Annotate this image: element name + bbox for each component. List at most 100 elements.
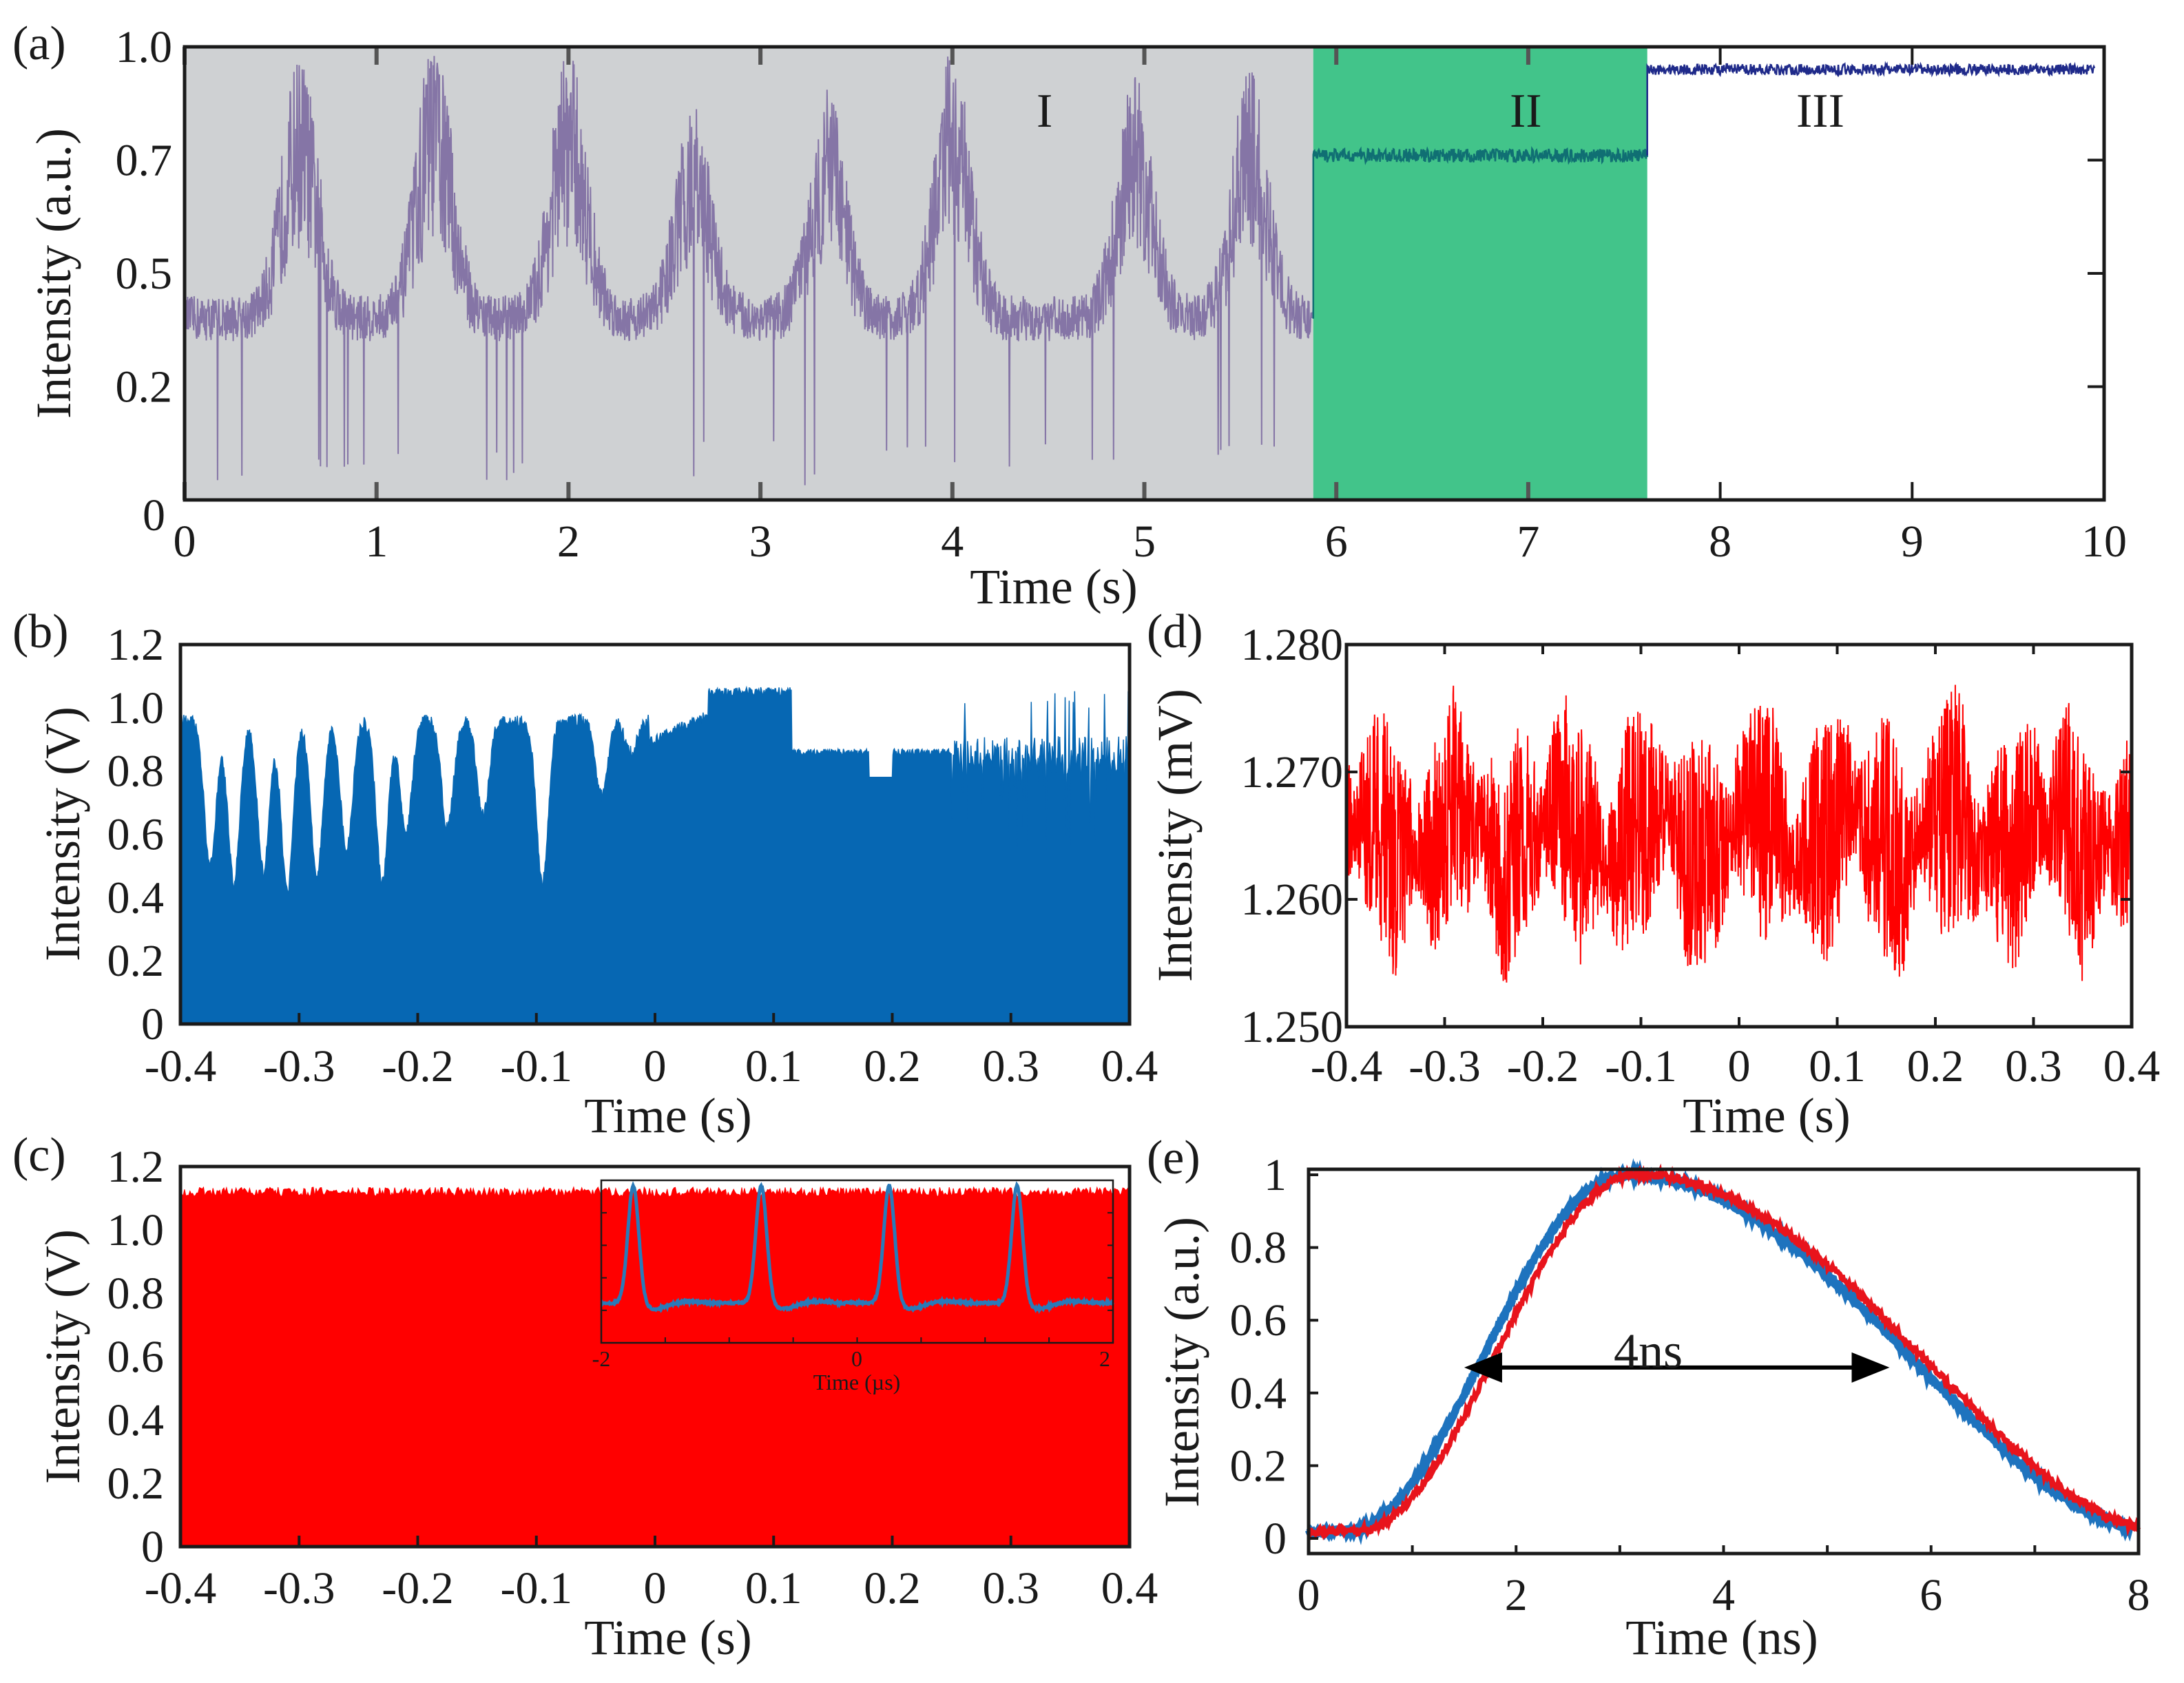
panel-d-x-tick-label: 0.4 — [2103, 1041, 2161, 1091]
panel-b-x-tick-label: 0.1 — [745, 1041, 802, 1091]
inset-ticks — [601, 1212, 1114, 1343]
panel-a-x-tick-label: 5 — [1133, 516, 1156, 567]
panel-b-y-tick-label: 0.6 — [107, 810, 165, 860]
panel-a-x-tick-label: 4 — [941, 516, 964, 567]
panel-b-y-tick-label: 0.8 — [107, 746, 165, 797]
panel-c-y-tick-label: 1.2 — [107, 1142, 165, 1192]
region-II-trace — [1312, 146, 1648, 319]
panel-c-y-tick-label: 0.6 — [107, 1332, 165, 1382]
panel-d-x-tick-label: -0.2 — [1507, 1041, 1579, 1091]
panel-b-x-tick-labels: -0.4 -0.3 -0.2 -0.1 0 0.1 0.2 0.3 0.4 — [145, 1041, 1158, 1091]
width-arrow — [1464, 1352, 1890, 1383]
panel-a-x-tick-label: 1 — [365, 516, 388, 567]
panel-d-y-axis-label: Intensity (mV) — [1147, 689, 1203, 982]
region-II-background — [1313, 47, 1647, 500]
panel-e-x-tick-label: 0 — [1298, 1570, 1320, 1620]
region-III-trace — [1646, 61, 2096, 156]
panel-b: -0.4 -0.3 -0.2 -0.1 0 0.1 0.2 0.3 0.4 0 0.2 0.4 0.6… — [12, 605, 1158, 1143]
region-III-label: III — [1796, 85, 1844, 138]
panel-e-x-tick-label: 6 — [1920, 1570, 1942, 1620]
panel-e-fit-trace — [1304, 1158, 2136, 1545]
panel-a-x-tick-label: 10 — [2081, 516, 2127, 567]
inset-x-axis-label: Time (µs) — [813, 1370, 901, 1394]
panel-e-y-tick-label: 0 — [1264, 1514, 1287, 1564]
panel-c-x-tick-label: -0.3 — [263, 1563, 335, 1613]
panel-d-ticks — [1345, 643, 2133, 1028]
panel-d-x-tick-label: 0.3 — [2005, 1041, 2062, 1091]
panel-a-x-tick-label: 9 — [1901, 516, 1924, 567]
panel-e-y-tick-label: 0.2 — [1230, 1441, 1287, 1491]
panel-a-x-tick-label: 6 — [1325, 516, 1348, 567]
panel-e-x-tick-label: 2 — [1505, 1570, 1528, 1620]
panel-a-y-tick-label: 0.7 — [116, 136, 173, 186]
panel-c-y-tick-label: 0 — [141, 1522, 164, 1572]
panel-b-area-trace — [180, 685, 1130, 1025]
panel-a-x-tick-label: 0 — [174, 516, 196, 567]
panel-e-x-tick-labels: 0 2 4 6 8 — [1298, 1570, 2150, 1620]
panel-d-x-tick-labels: -0.4 -0.3 -0.2 -0.1 0 0.1 0.2 0.3 0.4 — [1311, 1041, 2160, 1091]
panel-a-y-tick-label: 1.0 — [116, 22, 173, 72]
panel-d-y-tick-label: 1.270 — [1241, 747, 1344, 797]
panel-b-label: (b) — [12, 605, 69, 658]
panel-c: -0.4 -0.3 -0.2 -0.1 0 0.1 0.2 0.3 0.4 0 0.2 0.4 0.6… — [12, 1129, 1158, 1665]
panel-b-x-tick-label: 0.4 — [1101, 1041, 1158, 1091]
panel-c-x-axis-label: Time (s) — [584, 1610, 751, 1665]
panel-c-label: (c) — [12, 1129, 66, 1182]
panel-d-x-tick-label: -0.3 — [1408, 1041, 1480, 1091]
panel-d-trace — [1346, 684, 2132, 983]
width-arrow-head-left — [1464, 1352, 1502, 1383]
panel-c-y-tick-label: 1.0 — [107, 1205, 165, 1255]
panel-b-x-tick-label: -0.3 — [263, 1041, 335, 1091]
panel-c-x-tick-label: -0.1 — [501, 1563, 572, 1613]
panel-d: -0.4 -0.3 -0.2 -0.1 0 0.1 0.2 0.3 0.4 1.250 1.260… — [1147, 605, 2160, 1143]
panel-c-y-axis-label: Intensity (V) — [35, 1229, 90, 1484]
panel-a-x-tick-label: 3 — [749, 516, 772, 567]
panel-b-x-tick-label: -0.4 — [145, 1041, 216, 1091]
panel-c-x-tick-label: 0 — [644, 1563, 667, 1613]
panel-d-x-tick-label: 0.1 — [1809, 1041, 1866, 1091]
panel-c-x-tick-label: -0.2 — [382, 1563, 453, 1613]
panel-e-measured-trace — [1307, 1163, 2141, 1540]
panel-e-y-tick-label: 0.8 — [1230, 1223, 1287, 1273]
panel-b-y-tick-label: 1.0 — [107, 683, 165, 733]
panel-c-inset: -2 0 2 Time (µs) — [592, 1179, 1115, 1394]
inset-x-tick-center: 0 — [851, 1346, 862, 1371]
panel-b-y-tick-label: 1.2 — [107, 620, 165, 670]
panel-d-x-tick-label: -0.1 — [1605, 1041, 1676, 1091]
panel-a-x-tick-label: 8 — [1709, 516, 1731, 567]
panel-d-y-tick-label: 1.280 — [1241, 620, 1344, 670]
panel-e-frame — [1307, 1167, 2141, 1556]
panel-c-y-tick-labels: 0 0.2 0.4 0.6 0.8 1.0 1.2 — [107, 1142, 165, 1572]
panel-a-frame — [183, 45, 2106, 502]
panel-b-x-tick-label: -0.1 — [501, 1041, 572, 1091]
region-I-trace — [184, 56, 1314, 485]
panel-e-y-axis-label: Intensity (a.u.) — [1154, 1217, 1209, 1507]
panel-b-x-tick-label: 0 — [644, 1041, 667, 1091]
panel-b-x-tick-label: 0.2 — [864, 1041, 921, 1091]
panel-a-x-axis-label: Time (s) — [970, 559, 1137, 614]
panel-e-x-tick-label: 4 — [1712, 1570, 1735, 1620]
panel-b-x-tick-label: -0.2 — [382, 1041, 453, 1091]
panel-c-y-tick-label: 0.2 — [107, 1459, 165, 1509]
region-II-label: II — [1510, 85, 1542, 138]
region-I-background — [185, 47, 1313, 500]
panel-b-x-tick-label: 0.3 — [983, 1041, 1040, 1091]
inset-pulse-trace — [600, 1181, 1115, 1315]
panel-a-y-tick-label: 0.5 — [116, 249, 173, 299]
panel-d-y-tick-labels: 1.250 1.260 1.270 1.280 — [1241, 620, 1344, 1052]
panel-b-ticks — [179, 1013, 1131, 1024]
panel-a: I II III 0 1 2 3 4 5 6 7 8 9 10 0 0.2 0.5 0.7 1.0 Time… — [12, 17, 2127, 614]
panel-d-x-axis-label: Time (s) — [1683, 1088, 1850, 1143]
panel-c-x-tick-labels: -0.4 -0.3 -0.2 -0.1 0 0.1 0.2 0.3 0.4 — [145, 1563, 1158, 1613]
panel-c-area-trace — [180, 1186, 1130, 1547]
panel-d-x-tick-label: 0 — [1728, 1041, 1751, 1091]
panel-e-y-tick-labels: 0 0.2 0.4 0.6 0.8 1 — [1230, 1150, 1287, 1564]
panel-c-x-tick-label: 0.2 — [864, 1563, 921, 1613]
panel-d-y-tick-label: 1.250 — [1241, 1002, 1344, 1052]
panel-d-y-tick-label: 1.260 — [1241, 875, 1344, 925]
panel-c-y-tick-label: 0.8 — [107, 1268, 165, 1319]
panel-a-x-tick-labels: 0 1 2 3 4 5 6 7 8 9 10 — [174, 516, 2128, 567]
panel-b-y-axis-label: Intensity (V) — [35, 707, 90, 961]
panel-a-x-tick-label: 2 — [557, 516, 580, 567]
